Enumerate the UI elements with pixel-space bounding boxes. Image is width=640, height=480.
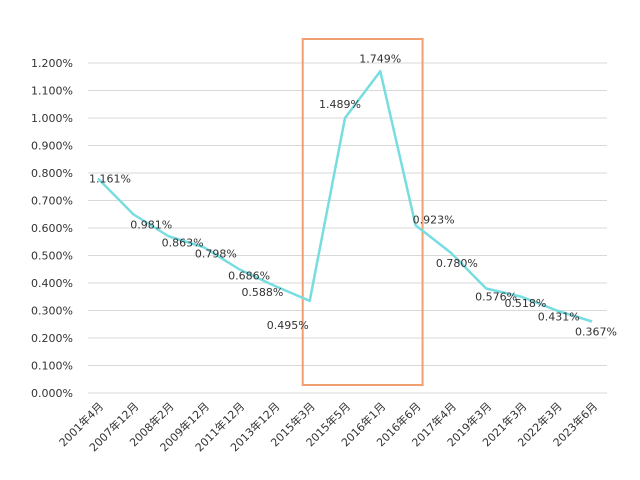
data-label: 0.981%	[130, 218, 172, 231]
y-tick-label: 0.300%	[31, 305, 73, 318]
y-tick-label: 1.000%	[31, 112, 73, 125]
data-label: 0.576%	[475, 291, 517, 304]
data-label: 0.495%	[267, 319, 309, 332]
data-label: 0.863%	[162, 236, 204, 249]
data-label: 0.686%	[228, 269, 270, 282]
data-label: 0.923%	[413, 213, 455, 226]
x-axis-ticks: 2001年4月2007年12月2008年2月2009年12月2011年12月20…	[56, 399, 600, 454]
data-label: 0.588%	[241, 286, 283, 299]
grid	[88, 62, 607, 394]
data-label: 1.749%	[359, 52, 401, 65]
y-tick-label: 0.900%	[31, 140, 73, 153]
data-label: 0.780%	[436, 257, 478, 270]
y-axis-ticks: 0.000% 0.100% 0.200% 0.300% 0.400% 0.500% 0.60…	[31, 57, 73, 400]
y-tick-label: 0.700%	[31, 195, 73, 208]
y-tick-label: 0.600%	[31, 222, 73, 235]
y-tick-label: 0.800%	[31, 167, 73, 180]
data-label: 0.518%	[504, 297, 546, 310]
y-tick-label: 0.200%	[31, 332, 73, 345]
y-tick-label: 1.200%	[31, 57, 73, 70]
data-label: 1.489%	[319, 98, 361, 111]
highlight-box	[301, 38, 424, 386]
data-labels: 1.161% 0.981% 0.863%0.798% 0.686% 0.588% 0.49…	[89, 52, 617, 338]
data-label: 1.161%	[89, 173, 131, 186]
data-label: 0.431%	[538, 311, 580, 324]
y-tick-label: 0.100%	[31, 360, 73, 373]
y-tick-label: 1.100%	[31, 85, 73, 98]
data-label: 0.798%	[195, 247, 237, 260]
data-label: 0.367%	[575, 326, 617, 339]
y-tick-label: 0.000%	[31, 387, 73, 400]
series-line	[97, 70, 593, 323]
y-tick-label: 0.400%	[31, 277, 73, 290]
y-tick-label: 0.500%	[31, 250, 73, 263]
